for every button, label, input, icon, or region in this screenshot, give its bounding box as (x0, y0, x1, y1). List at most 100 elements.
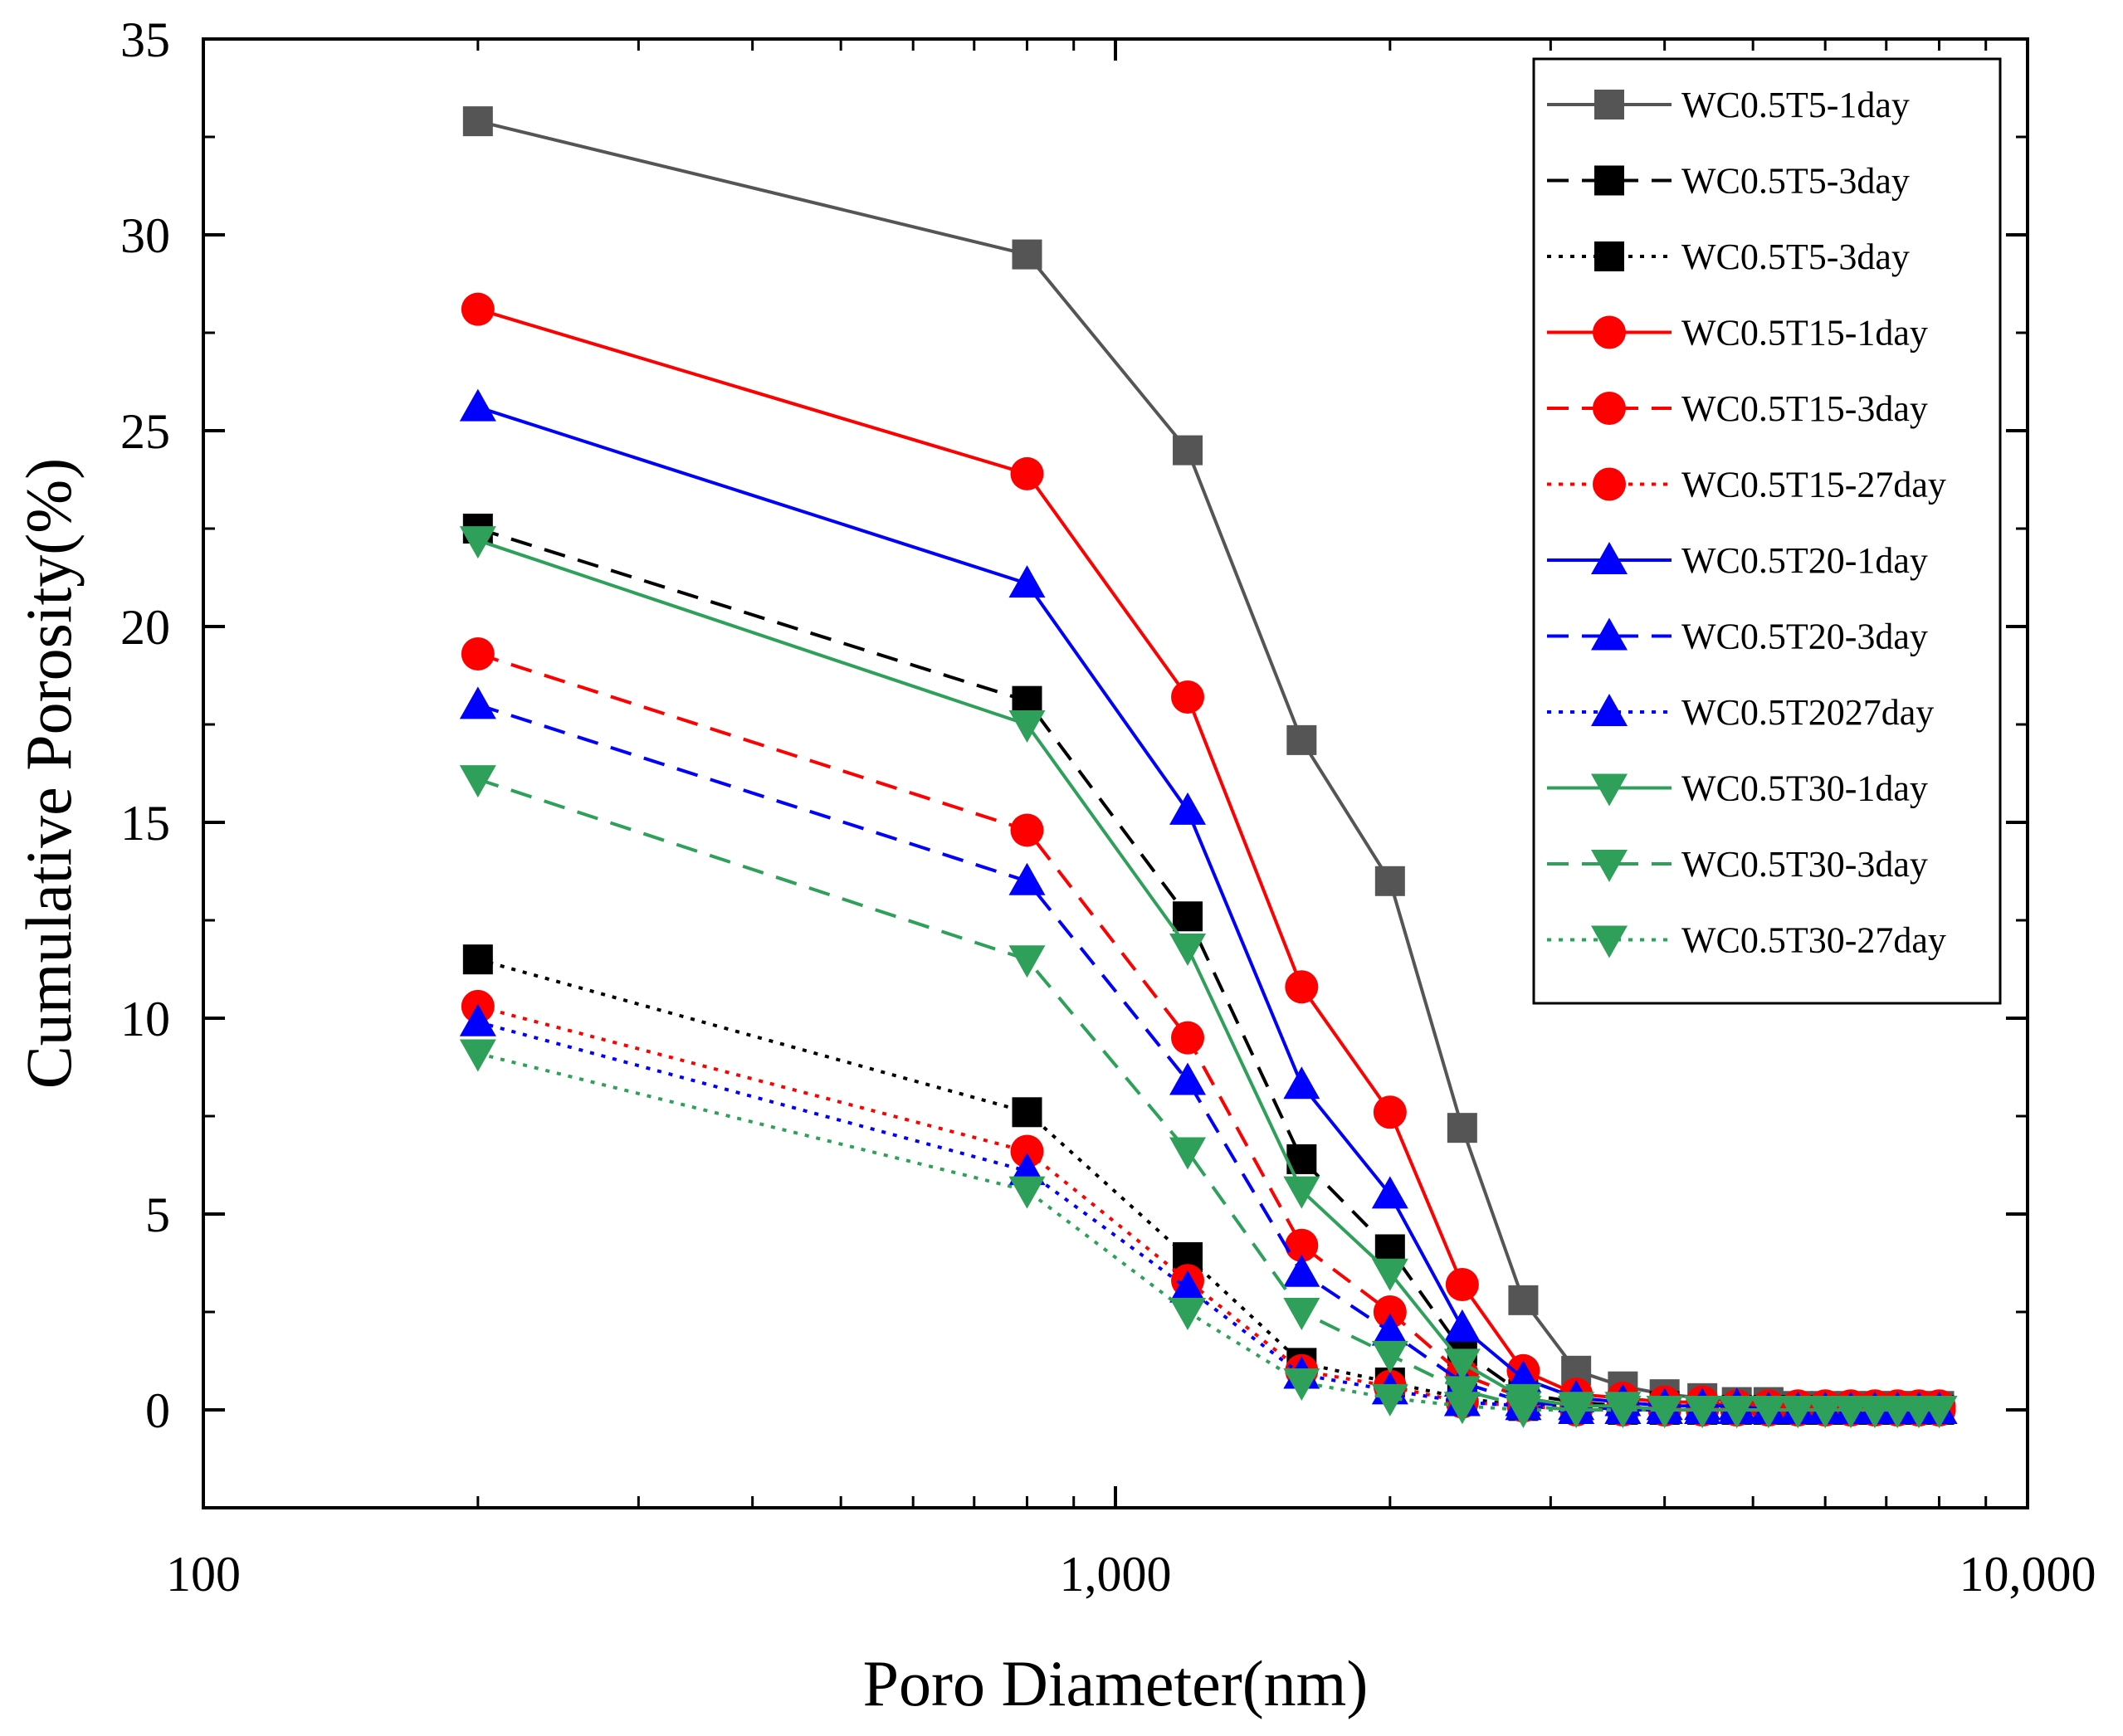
y-axis-title: Cumulative Porosity(%) (12, 458, 85, 1089)
data-point (1371, 1258, 1408, 1291)
data-point (1283, 1368, 1320, 1401)
legend-label: WC0.5T5-3day (1681, 161, 1910, 202)
y-tick-label: 15 (120, 796, 170, 851)
legend-label: WC0.5T20-3day (1681, 617, 1928, 657)
data-point (1012, 239, 1042, 270)
legend-marker (1591, 773, 1628, 807)
data-point (462, 944, 493, 975)
data-point (1508, 1285, 1539, 1315)
legend-marker (1591, 925, 1628, 958)
y-tick-label: 25 (120, 404, 170, 459)
series-layer (459, 106, 1958, 1428)
data-point (1371, 1383, 1408, 1417)
legend-label: WC0.5T30-1day (1681, 768, 1928, 809)
legend-label: WC0.5T15-3day (1681, 388, 1928, 429)
ticks-layer: 0 5 10 15 20 25 30 35 100 1,000 10,000 (120, 12, 2096, 1602)
data-point (1171, 680, 1205, 714)
data-point (1604, 1396, 1642, 1428)
data-point (1283, 1066, 1320, 1100)
x-tick-label: 10,000 (1960, 1547, 2096, 1602)
y-tick-label: 10 (120, 992, 170, 1046)
data-point (1169, 1270, 1207, 1303)
data-point (1171, 1021, 1205, 1055)
y-tick-label: 35 (120, 12, 170, 67)
legend-marker (1591, 617, 1628, 651)
legend-label: WC0.5T30-27day (1681, 920, 1946, 961)
data-point (1286, 724, 1317, 755)
legend-marker (1591, 694, 1628, 726)
data-point (461, 637, 495, 671)
data-point (1008, 565, 1046, 598)
data-point (462, 106, 493, 137)
data-point (1010, 1134, 1044, 1168)
data-point (1718, 1396, 1755, 1428)
legend-marker (1594, 165, 1624, 196)
y-tick-label: 30 (120, 208, 170, 263)
data-point (1012, 1097, 1042, 1128)
data-point (1371, 1176, 1408, 1209)
data-point (1443, 1348, 1481, 1382)
data-point (1169, 1062, 1207, 1095)
data-point (1283, 1176, 1320, 1209)
legend-marker (1591, 542, 1628, 574)
data-point (1371, 1340, 1408, 1373)
data-point (1008, 710, 1046, 743)
data-point (459, 765, 496, 798)
legend-marker (1594, 241, 1624, 271)
data-point (459, 1003, 496, 1036)
data-point (1750, 1396, 1787, 1428)
data-point (1443, 1309, 1481, 1342)
data-point (1285, 1228, 1319, 1262)
data-point (1173, 901, 1203, 932)
data-point (1447, 1113, 1477, 1144)
data-point (459, 388, 496, 422)
data-point (461, 292, 495, 326)
legend-marker (1594, 90, 1624, 119)
data-point (1169, 1298, 1207, 1330)
data-point (1558, 1396, 1595, 1428)
data-point (459, 526, 496, 559)
x-tick-label: 1,000 (1060, 1547, 1172, 1602)
y-tick-label: 5 (145, 1187, 170, 1242)
legend-label: WC0.5T30-3day (1681, 844, 1928, 885)
legend-label: WC0.5T15-1day (1681, 313, 1928, 354)
series-WC0.5T30-27day (459, 1039, 1958, 1428)
x-axis-title: Poro Diameter(nm) (863, 1647, 1369, 1719)
legend: WC0.5T5-1day WC0.5T5-3day WC0.5T5-3day WC0.… (1532, 57, 2002, 1005)
legend-box (1532, 57, 2002, 1005)
data-point (1374, 866, 1405, 896)
x-tick-label: 100 (166, 1547, 241, 1602)
legend-label: WC0.5T20-1day (1681, 540, 1928, 581)
data-point (1008, 945, 1046, 978)
data-point (459, 686, 496, 719)
data-point (1443, 1392, 1481, 1425)
legend-marker (1593, 315, 1626, 349)
data-point (1173, 435, 1203, 466)
data-point (1920, 1396, 1958, 1428)
data-point (1646, 1396, 1683, 1428)
data-point (1169, 792, 1207, 825)
data-point (1010, 456, 1044, 490)
data-point (1445, 1267, 1479, 1301)
data-point (459, 1039, 496, 1072)
data-point (1807, 1396, 1844, 1428)
legend-label: WC0.5T2027day (1681, 692, 1934, 733)
legend-marker (1593, 392, 1626, 425)
data-point (1008, 862, 1046, 895)
data-point (1373, 1295, 1407, 1329)
data-point (1285, 970, 1319, 1004)
legend-label: WC0.5T5-3day (1681, 237, 1910, 277)
data-point (1283, 1298, 1320, 1330)
data-point (1779, 1396, 1817, 1428)
data-point (1832, 1396, 1869, 1428)
data-point (1684, 1396, 1721, 1428)
data-point (1008, 1176, 1046, 1209)
legend-marker (1593, 467, 1626, 501)
legend-label: WC0.5T15-27day (1681, 465, 1946, 505)
data-point (1373, 1095, 1407, 1129)
y-tick-label: 20 (120, 600, 170, 655)
y-tick-label: 0 (145, 1383, 170, 1438)
legend-label: WC0.5T5-1day (1681, 85, 1910, 125)
data-point (1169, 934, 1207, 967)
